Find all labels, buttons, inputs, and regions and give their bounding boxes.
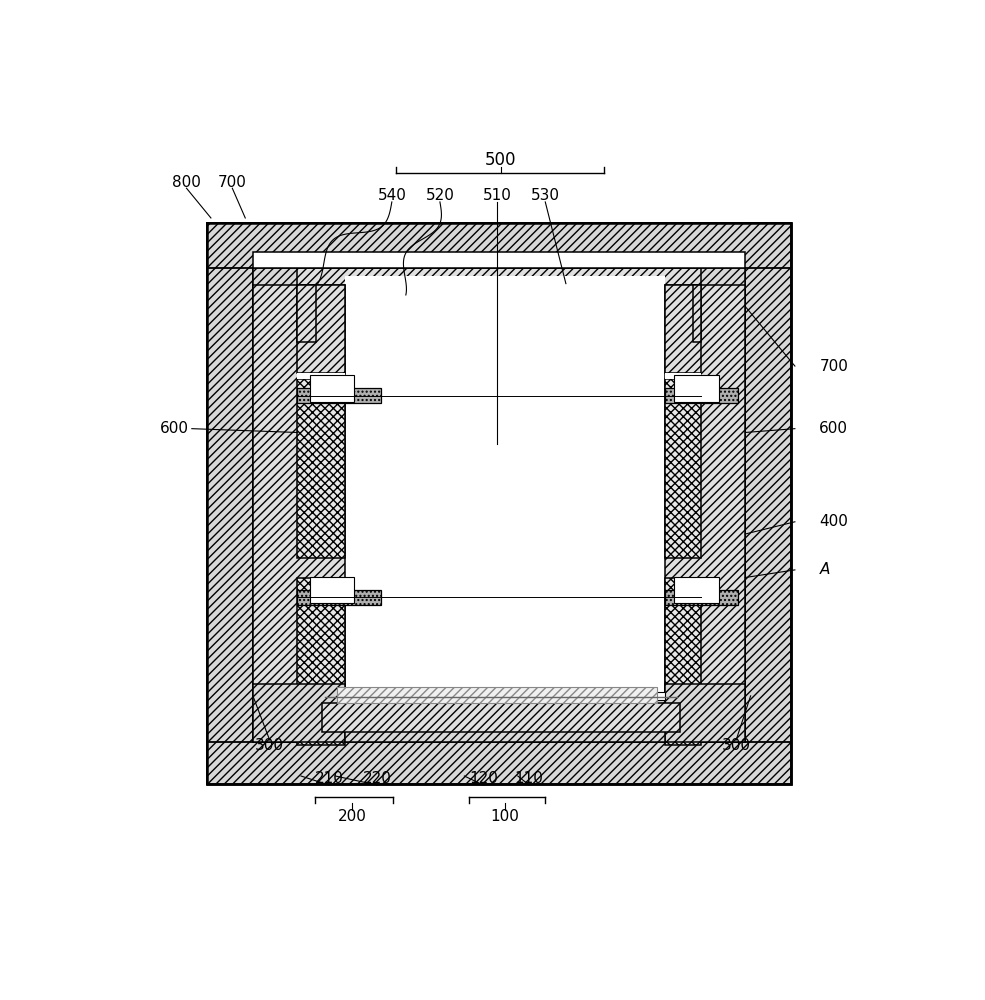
Bar — [207, 223, 791, 784]
Text: 530: 530 — [531, 188, 559, 203]
Text: 100: 100 — [491, 809, 519, 824]
Text: 110: 110 — [515, 771, 544, 786]
Bar — [675, 577, 719, 603]
Text: 300: 300 — [722, 738, 751, 753]
Bar — [701, 268, 746, 742]
Bar — [746, 223, 791, 784]
Bar — [665, 578, 701, 745]
Text: 200: 200 — [338, 809, 366, 824]
Text: 120: 120 — [469, 771, 497, 786]
Text: 400: 400 — [820, 514, 848, 529]
Bar — [665, 285, 701, 373]
Bar — [665, 684, 746, 742]
Bar — [665, 379, 701, 558]
Text: A: A — [820, 562, 829, 577]
Text: 500: 500 — [486, 151, 517, 169]
Text: 510: 510 — [483, 188, 511, 203]
Text: 210: 210 — [315, 771, 344, 786]
Text: 700: 700 — [218, 175, 246, 190]
Text: 600: 600 — [160, 421, 189, 436]
Bar — [665, 590, 738, 605]
Bar — [693, 285, 701, 342]
Bar — [675, 375, 719, 402]
Bar — [253, 252, 746, 268]
Bar — [310, 375, 355, 402]
Bar — [207, 223, 253, 784]
Bar — [665, 285, 746, 742]
Bar — [665, 373, 701, 379]
Bar — [345, 276, 665, 730]
Bar — [207, 223, 791, 268]
Bar — [297, 379, 345, 558]
Bar — [297, 285, 316, 342]
Bar — [345, 700, 665, 742]
Text: 300: 300 — [255, 738, 285, 753]
Bar — [337, 687, 658, 703]
Bar — [207, 223, 791, 784]
Bar — [253, 285, 345, 742]
Text: 520: 520 — [426, 188, 454, 203]
Bar — [345, 692, 665, 700]
Text: 700: 700 — [820, 359, 848, 374]
Bar — [297, 388, 381, 403]
Bar — [310, 577, 355, 603]
Bar — [297, 285, 345, 373]
Bar — [253, 268, 297, 742]
Text: 800: 800 — [172, 175, 201, 190]
Bar — [207, 223, 791, 784]
Bar — [665, 388, 738, 403]
Bar — [297, 578, 345, 745]
Bar — [253, 684, 345, 742]
Bar — [297, 590, 381, 605]
Bar — [297, 373, 345, 379]
Bar — [321, 703, 681, 732]
Text: 220: 220 — [362, 771, 392, 786]
Text: 540: 540 — [377, 188, 406, 203]
Bar — [207, 742, 791, 784]
Text: 600: 600 — [820, 421, 848, 436]
